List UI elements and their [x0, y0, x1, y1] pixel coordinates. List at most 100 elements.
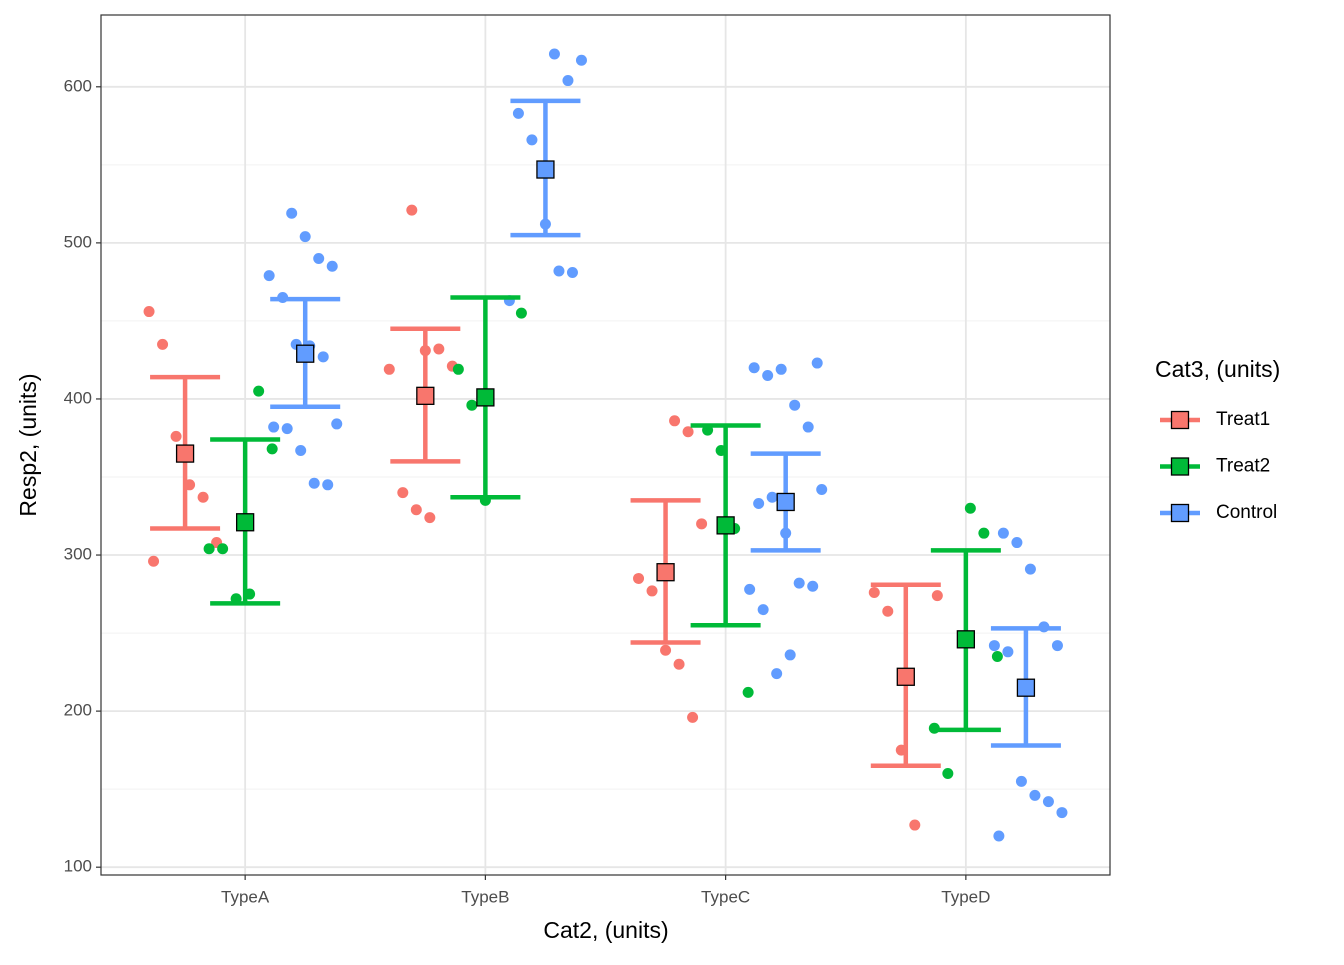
legend: Treat1 Treat2 Control — [1160, 409, 1277, 523]
data-point — [452, 363, 464, 375]
y-axis-title: Resp2, (units) — [15, 373, 41, 516]
mean-marker — [1016, 678, 1036, 697]
data-point — [682, 426, 694, 438]
data-point — [548, 48, 560, 60]
data-point — [793, 577, 805, 589]
data-point — [660, 644, 672, 656]
mean-marker — [716, 516, 735, 535]
data-point — [633, 572, 645, 584]
data-point — [263, 270, 275, 282]
data-point — [802, 421, 814, 433]
data-point — [268, 421, 280, 433]
data-point — [562, 75, 574, 87]
y-tick-label: 200 — [64, 701, 92, 720]
data-point — [515, 307, 527, 319]
data-point — [410, 504, 422, 516]
mean-marker — [296, 344, 315, 363]
data-point — [326, 260, 338, 272]
data-point — [807, 580, 819, 592]
data-point — [1002, 646, 1014, 658]
data-point — [753, 498, 765, 510]
x-axis-title: Cat2, (units) — [543, 917, 668, 943]
data-point — [203, 543, 215, 555]
mean-marker — [476, 388, 495, 407]
legend-marker — [1170, 503, 1190, 523]
data-point — [991, 650, 1003, 662]
y-tick-label: 500 — [64, 232, 92, 251]
mean-marker — [175, 444, 195, 463]
legend-label: Treat2 — [1216, 456, 1270, 477]
data-point — [931, 590, 943, 602]
data-point — [170, 430, 182, 442]
data-point — [988, 640, 1000, 652]
y-tick-label: 300 — [64, 545, 92, 564]
data-point — [811, 357, 823, 369]
data-point — [526, 134, 538, 146]
data-point — [1029, 789, 1041, 801]
data-point — [433, 343, 445, 355]
data-point — [909, 819, 921, 831]
data-point — [197, 491, 209, 503]
data-point — [1015, 775, 1027, 787]
legend-label: Treat1 — [1216, 409, 1270, 430]
data-point — [784, 649, 796, 661]
y-tick-label: 100 — [64, 857, 92, 876]
data-point — [997, 527, 1009, 539]
data-point — [1011, 537, 1023, 549]
data-point — [646, 585, 658, 597]
data-point — [553, 265, 565, 277]
mean-marker — [656, 563, 675, 582]
data-point — [757, 604, 769, 616]
data-point — [406, 204, 418, 216]
data-point — [766, 491, 778, 503]
x-tick-label: TypeB — [461, 887, 509, 906]
panel-border — [100, 14, 1111, 876]
data-point — [762, 370, 774, 382]
data-point — [882, 605, 894, 617]
legend-title: Cat3, (units) — [1155, 356, 1280, 382]
data-point — [466, 399, 478, 411]
data-point — [771, 668, 783, 680]
marks — [143, 48, 1068, 842]
data-point — [942, 768, 954, 780]
data-point — [575, 54, 587, 66]
data-point — [1051, 640, 1063, 652]
data-point — [331, 418, 343, 430]
data-point — [669, 415, 681, 427]
data-point — [148, 555, 160, 567]
data-point — [299, 231, 311, 243]
data-point — [253, 385, 265, 397]
data-point — [317, 351, 329, 363]
data-point — [322, 479, 334, 491]
data-point — [566, 267, 578, 279]
data-point — [673, 658, 685, 670]
data-point — [742, 686, 754, 698]
mean-marker — [235, 513, 255, 532]
data-point — [1056, 807, 1068, 819]
data-point — [744, 583, 756, 595]
legend-marker — [1170, 410, 1190, 430]
x-tick-label: TypeA — [221, 887, 270, 906]
data-point — [993, 830, 1005, 842]
data-point — [696, 518, 708, 530]
data-point — [964, 502, 976, 514]
data-point — [308, 477, 320, 489]
mean-marker — [956, 630, 976, 649]
mean-marker — [776, 492, 795, 512]
mean-marker — [536, 160, 555, 179]
data-point — [217, 543, 229, 555]
legend-label: Control — [1216, 502, 1277, 523]
legend-marker — [1170, 457, 1190, 476]
mean-marker — [416, 386, 435, 405]
data-point — [1024, 563, 1036, 575]
x-tick-label: TypeD — [941, 887, 990, 906]
data-point — [512, 107, 524, 119]
data-point — [295, 444, 307, 456]
panel — [101, 15, 1110, 875]
data-point — [748, 362, 760, 374]
data-point — [816, 483, 828, 495]
data-point — [775, 363, 787, 375]
data-point — [868, 586, 880, 598]
